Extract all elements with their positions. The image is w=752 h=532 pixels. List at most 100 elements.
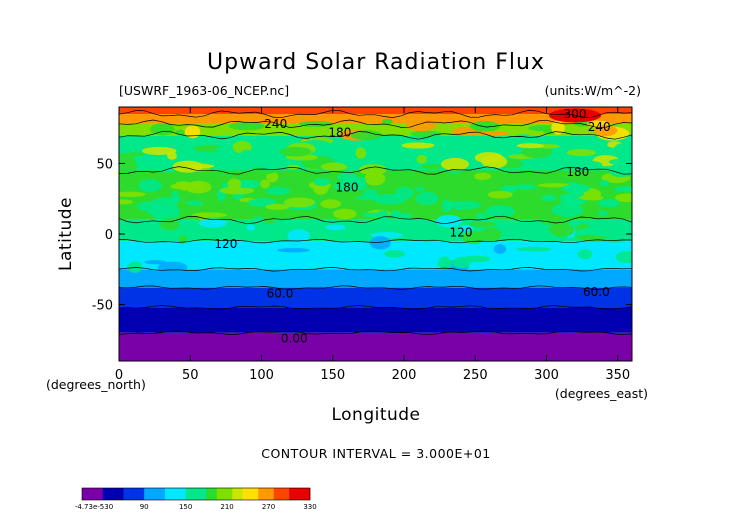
field-patch-171 bbox=[577, 249, 593, 260]
y-tick-label-0: -50 bbox=[92, 299, 113, 314]
colorbar-label-0: -4.73e-530 bbox=[75, 503, 113, 511]
field-patch-79 bbox=[227, 178, 242, 190]
colorbar-segment-16 bbox=[164, 488, 171, 500]
field-patch-52 bbox=[170, 183, 206, 190]
x-tick-label-7: 350 bbox=[605, 368, 630, 383]
field-patch-167 bbox=[437, 256, 453, 270]
contour-lines bbox=[119, 109, 632, 336]
contour-line-4 bbox=[119, 267, 632, 272]
field-patch-176 bbox=[516, 246, 552, 252]
contour-label-5: 240 bbox=[588, 120, 611, 134]
colorbar-segment-40 bbox=[289, 488, 295, 500]
field-patch-150 bbox=[575, 235, 603, 240]
y-tick-label-2: 50 bbox=[96, 157, 113, 172]
band-8 bbox=[119, 123, 632, 136]
field-patch-71 bbox=[476, 212, 488, 221]
colorbar-segment-27 bbox=[221, 488, 228, 500]
field-patch-155 bbox=[184, 227, 207, 234]
colorbar-segment-19 bbox=[180, 488, 186, 500]
field-patch-186 bbox=[184, 125, 201, 139]
chart-title: Upward Solar Radiation Flux bbox=[207, 50, 545, 75]
colorbar-label-4: 270 bbox=[262, 503, 275, 511]
contour-label-0: 240 bbox=[264, 117, 287, 131]
band-2 bbox=[119, 287, 632, 308]
field-patch-189 bbox=[298, 121, 333, 128]
field-patch-137 bbox=[199, 218, 227, 228]
x-tick-label-2: 100 bbox=[249, 368, 274, 383]
colorbar-segment-22 bbox=[196, 488, 202, 500]
colorbar-segment-28 bbox=[227, 488, 233, 500]
plot-area bbox=[119, 107, 632, 361]
field-patch-2 bbox=[259, 179, 270, 189]
field-patch-63 bbox=[265, 203, 290, 210]
field-patch-142 bbox=[178, 234, 188, 244]
field-patch-172 bbox=[615, 250, 632, 264]
field-patch-158 bbox=[462, 230, 485, 245]
field-patch-121 bbox=[187, 164, 215, 169]
field-patch-198 bbox=[405, 117, 438, 132]
colorbar-segment-42 bbox=[299, 488, 306, 500]
field-patch-179 bbox=[150, 123, 175, 136]
contour-label-10: 0.00 bbox=[281, 331, 308, 345]
colorbar-segment-13 bbox=[149, 488, 155, 500]
contour-label-8: 60.0 bbox=[267, 286, 294, 300]
colorbar-segment-15 bbox=[159, 488, 166, 500]
field-patch-113 bbox=[440, 157, 469, 171]
field-patch-54 bbox=[512, 184, 537, 190]
colorbar-labels: -4.73e-530 90 150 210 270 330 bbox=[75, 503, 317, 511]
field-patch-163 bbox=[550, 223, 575, 237]
field-patch-59 bbox=[583, 195, 604, 201]
units-label: (units:W/m^-2) bbox=[545, 83, 641, 98]
field-patch-87 bbox=[416, 155, 428, 164]
colorbar-segment-5 bbox=[107, 488, 114, 500]
field-patch-110 bbox=[141, 146, 177, 155]
field-patch-31 bbox=[415, 191, 439, 205]
colorbar-segment-10 bbox=[133, 488, 140, 500]
colorbar-segment-26 bbox=[216, 488, 223, 500]
contour-label-4: 300 bbox=[564, 107, 587, 121]
field-patch-98 bbox=[401, 142, 435, 149]
field-patch-41 bbox=[376, 210, 390, 221]
x-axis-label: Longitude bbox=[331, 405, 420, 425]
colorbar-segment-14 bbox=[154, 488, 161, 500]
contour-line-5 bbox=[119, 238, 632, 244]
colorbar-segment-11 bbox=[139, 488, 145, 500]
file-label: [USWRF_1963-06_NCEP.nc] bbox=[119, 83, 289, 98]
y-axis-label: Latitude bbox=[56, 197, 76, 271]
contour-line-2 bbox=[119, 305, 632, 310]
field-patch-39 bbox=[613, 186, 632, 193]
colorbar-segment-38 bbox=[278, 488, 285, 500]
field-patch-73 bbox=[597, 210, 608, 217]
field-patch-197 bbox=[551, 121, 565, 135]
x-axis-ticks: 0 50 100 150 200 250 300 350 bbox=[115, 107, 630, 383]
field-patch-78 bbox=[344, 176, 367, 185]
contour-interval: CONTOUR INTERVAL = 3.000E+01 bbox=[261, 446, 491, 461]
y-unit-label: (degrees_north) bbox=[46, 377, 146, 392]
x-tick-label-6: 300 bbox=[534, 368, 559, 383]
band-0 bbox=[119, 332, 632, 361]
contour-line-6 bbox=[119, 215, 632, 225]
field-patch-64 bbox=[414, 187, 426, 192]
colorbar-segment-4 bbox=[102, 488, 109, 500]
contour-label-6: 120 bbox=[214, 237, 237, 251]
field-patch-131 bbox=[481, 154, 508, 169]
field-patch-72 bbox=[136, 201, 160, 211]
field-patch-139 bbox=[325, 224, 346, 231]
field-patch-18 bbox=[119, 199, 133, 205]
x-unit-label: (degrees_east) bbox=[555, 386, 648, 401]
field-patch-43 bbox=[313, 177, 331, 187]
field-patch-132 bbox=[451, 138, 481, 143]
field-patch-162 bbox=[186, 221, 195, 229]
band-10 bbox=[119, 107, 632, 115]
contour-line-1 bbox=[119, 330, 632, 336]
colorbar-label-5: 330 bbox=[303, 503, 316, 511]
field-patch-23 bbox=[119, 191, 146, 198]
field-patch-61 bbox=[284, 197, 315, 208]
field-patch-134 bbox=[260, 160, 277, 171]
field-patch-33 bbox=[364, 171, 386, 186]
colorbar-segment-43 bbox=[304, 488, 311, 500]
field-patch-112 bbox=[240, 149, 252, 161]
field-patch-129 bbox=[580, 160, 603, 170]
x-tick-label-0: 0 bbox=[115, 368, 123, 383]
field-patch-19 bbox=[614, 193, 632, 203]
